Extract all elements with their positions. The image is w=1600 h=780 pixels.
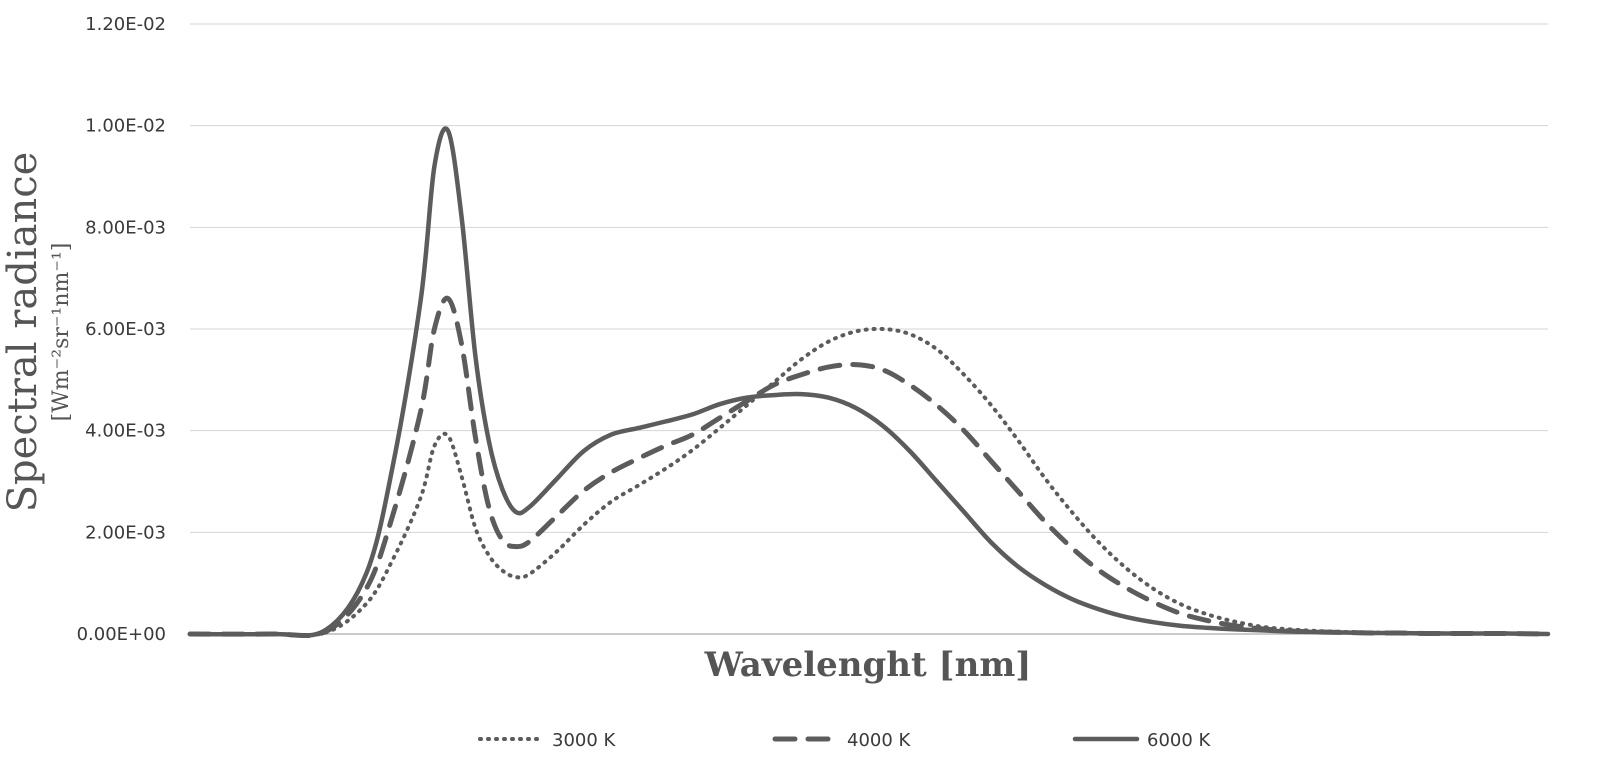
y-axis-label: Spectral radiance (0, 152, 46, 513)
y-axis-units: [Wm⁻²sr⁻¹nm⁻¹] (49, 243, 74, 422)
y-tick-label: 0.00E+00 (77, 624, 166, 645)
legend-label: 6000 K (1147, 730, 1212, 751)
y-tick-label: 6.00E-03 (85, 319, 166, 340)
series-line-3000k (188, 326, 1550, 638)
legend: 3000 K 4000 K 6000 K (478, 730, 1212, 751)
legend-item: 4000 K (772, 730, 912, 751)
x-axis-label: Wavelenght [nm] (704, 645, 1032, 685)
legend-label: 3000 K (552, 730, 617, 751)
series-line-6000k (187, 126, 1551, 638)
y-tick-label: 8.00E-03 (85, 217, 166, 238)
y-tick-label: 1.00E-02 (85, 116, 166, 137)
y-tick-label: 4.00E-03 (85, 421, 166, 442)
legend-item: 3000 K (478, 730, 617, 751)
series-layer (187, 126, 1551, 639)
legend-label: 4000 K (847, 730, 912, 751)
legend-item: 6000 K (1072, 730, 1212, 751)
y-axis-units-group: [Wm⁻²sr⁻¹nm⁻¹] (49, 243, 74, 422)
y-tick-label: 2.00E-03 (85, 522, 166, 543)
y-axis-title: Spectral radiance (0, 152, 46, 513)
y-tick-labels: 0.00E+00 2.00E-03 4.00E-03 6.00E-03 8.00E-03… (77, 14, 166, 645)
y-tick-label: 1.20E-02 (85, 14, 166, 35)
